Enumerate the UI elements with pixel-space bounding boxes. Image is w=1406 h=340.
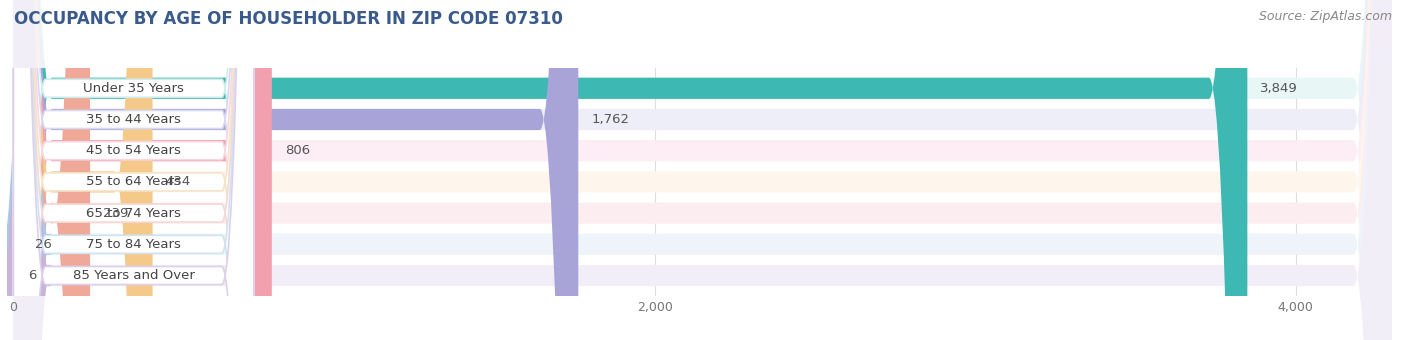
Text: 85 Years and Over: 85 Years and Over [73,269,194,282]
FancyBboxPatch shape [14,0,1392,340]
Text: 35 to 44 Years: 35 to 44 Years [86,113,181,126]
FancyBboxPatch shape [14,0,153,340]
FancyBboxPatch shape [14,0,254,340]
FancyBboxPatch shape [14,0,254,340]
Text: Source: ZipAtlas.com: Source: ZipAtlas.com [1258,10,1392,23]
Text: 434: 434 [166,175,191,188]
FancyBboxPatch shape [14,0,254,340]
FancyBboxPatch shape [0,0,52,340]
FancyBboxPatch shape [14,0,254,340]
Text: Under 35 Years: Under 35 Years [83,82,184,95]
FancyBboxPatch shape [0,0,52,340]
FancyBboxPatch shape [14,0,1392,340]
Text: 75 to 84 Years: 75 to 84 Years [86,238,181,251]
FancyBboxPatch shape [14,0,578,340]
FancyBboxPatch shape [14,0,271,340]
FancyBboxPatch shape [14,0,90,340]
FancyBboxPatch shape [14,0,1392,340]
Text: 6: 6 [28,269,37,282]
Text: 55 to 64 Years: 55 to 64 Years [86,175,181,188]
FancyBboxPatch shape [14,0,254,340]
Text: 239: 239 [103,207,128,220]
FancyBboxPatch shape [14,0,1392,340]
Text: OCCUPANCY BY AGE OF HOUSEHOLDER IN ZIP CODE 07310: OCCUPANCY BY AGE OF HOUSEHOLDER IN ZIP C… [14,10,562,28]
FancyBboxPatch shape [14,0,1392,340]
Text: 3,849: 3,849 [1260,82,1298,95]
Text: 45 to 54 Years: 45 to 54 Years [86,144,181,157]
Text: 1,762: 1,762 [591,113,628,126]
FancyBboxPatch shape [14,0,254,340]
FancyBboxPatch shape [14,0,1247,340]
Text: 26: 26 [35,238,52,251]
Text: 806: 806 [284,144,309,157]
FancyBboxPatch shape [14,0,254,340]
Text: 65 to 74 Years: 65 to 74 Years [86,207,181,220]
FancyBboxPatch shape [14,0,1392,340]
FancyBboxPatch shape [14,0,1392,340]
